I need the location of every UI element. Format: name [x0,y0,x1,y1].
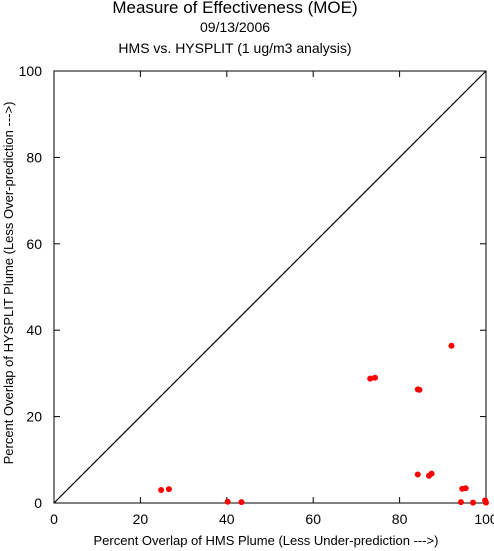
data-point [238,499,245,506]
data-point [367,375,374,382]
y-tick-label: 80 [26,149,42,165]
x-tick-label: 20 [133,511,149,527]
data-point [462,485,469,492]
y-axis-label: Percent Overlap of HYSPLIT Plume (Less O… [1,102,16,465]
x-tick-label: 80 [392,511,408,527]
x-tick-label: 0 [50,511,58,527]
x-axis: 0 20 40 60 80 100 [50,71,494,527]
y-tick-label: 40 [26,322,42,338]
y-tick-label: 0 [34,495,42,511]
x-axis-label: Percent Overlap of HMS Plume (Less Under… [94,533,439,548]
data-point [224,498,231,505]
data-point [448,342,455,349]
data-point [414,471,421,478]
y-axis: 0 20 40 60 80 100 [19,63,486,511]
data-point [165,486,172,493]
x-tick-label: 40 [219,511,235,527]
data-point [483,499,489,506]
y-tick-label: 100 [19,63,43,79]
chart-header: Measure of Effectiveness (MOE) 09/13/200… [0,0,470,57]
chart-subtitle: HMS vs. HYSPLIT (1 ug/m3 analysis) [118,40,352,56]
data-point [470,499,477,506]
data-point [428,470,435,477]
y-tick-label: 60 [26,236,42,252]
x-tick-label: 100 [474,511,494,527]
y-tick-label: 20 [26,409,42,425]
chart-title: Measure of Effectiveness (MOE) [112,0,358,17]
plot-frame [53,70,487,504]
chart-date: 09/13/2006 [199,19,271,35]
plot-border [53,70,487,504]
reference-line-layer [53,70,487,504]
data-points [158,342,489,506]
data-point [416,386,423,393]
data-point [158,487,165,494]
x-tick-label: 60 [305,511,321,527]
data-point [371,374,378,381]
reference-line [53,70,487,504]
data-point [457,499,464,506]
